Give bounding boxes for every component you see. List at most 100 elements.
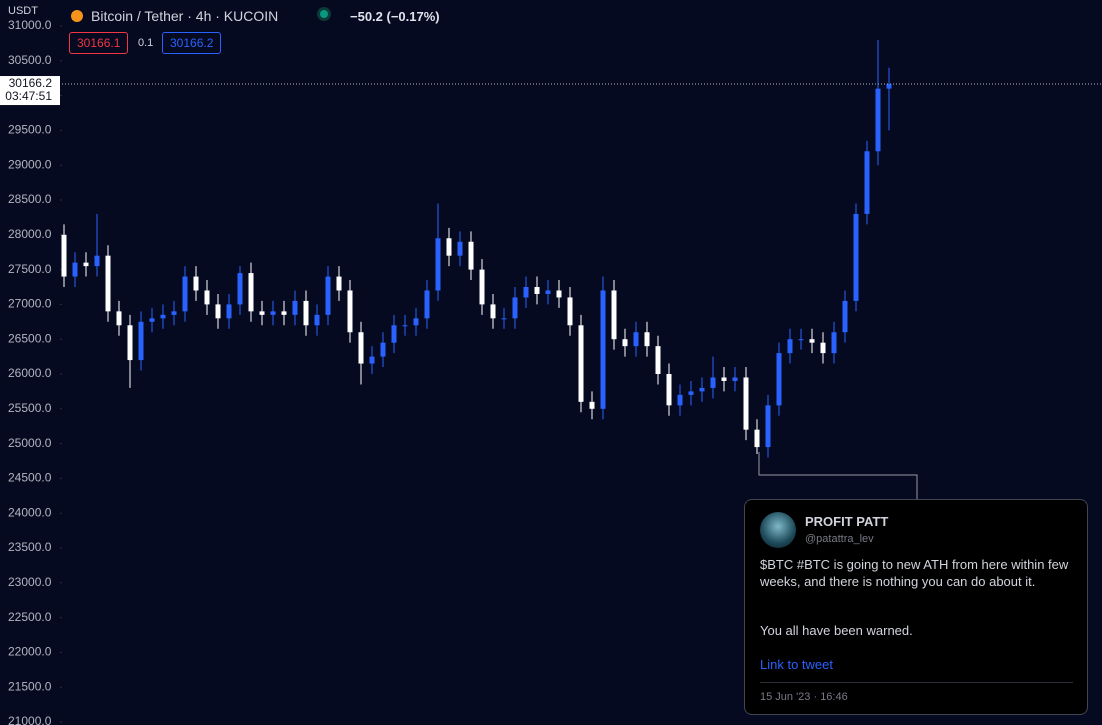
y-tick-label: 26000.0	[8, 366, 52, 380]
candle-body	[61, 234, 67, 277]
candle-body	[501, 318, 507, 320]
y-tick-label: 25000.0	[8, 436, 52, 450]
candle-body	[149, 318, 155, 322]
tweet-handle: @patattra_lev	[805, 533, 874, 545]
candle-body	[490, 304, 496, 319]
candle-body	[864, 151, 870, 214]
y-tick-label: 31000.0	[8, 18, 52, 32]
candle-body	[424, 290, 430, 319]
candle-body	[666, 374, 672, 406]
y-tick-label: 23000.0	[8, 575, 52, 589]
ask-price[interactable]: 30166.2	[162, 32, 222, 54]
y-tick-label: 24000.0	[8, 505, 52, 519]
candle-body	[237, 273, 243, 305]
candle-body	[479, 269, 485, 305]
y-tick-label: 26500.0	[8, 331, 52, 345]
y-tick-label: 27000.0	[8, 297, 52, 311]
candle-body	[457, 241, 463, 256]
candle-body	[765, 405, 771, 448]
candle-body	[732, 377, 738, 381]
candle-body	[138, 321, 144, 361]
candle-body	[688, 391, 694, 395]
candle-body	[831, 332, 837, 354]
candle-body	[589, 401, 595, 409]
candle-body	[182, 276, 188, 312]
currency-selector[interactable]: USDT	[8, 5, 38, 17]
candle-body	[721, 377, 727, 381]
candle-body	[633, 332, 639, 347]
candle-body	[171, 311, 177, 315]
spread: 0.1	[138, 37, 154, 49]
candle-body	[556, 290, 562, 298]
candle-body	[699, 387, 705, 392]
candle-body	[292, 300, 298, 315]
candle-body	[435, 238, 441, 291]
candle-body	[798, 339, 804, 341]
candle-body	[820, 342, 826, 354]
candle-body	[281, 311, 287, 315]
y-tick-label: 29000.0	[8, 157, 52, 171]
y-tick-label: 27500.0	[8, 262, 52, 276]
candle-body	[534, 287, 540, 294]
y-tick-label: 22500.0	[8, 610, 52, 624]
candle-body	[160, 314, 166, 319]
tweet-author: PROFIT PATT	[805, 514, 889, 529]
candle-body	[325, 276, 331, 315]
candle-body	[468, 241, 474, 270]
divider	[760, 682, 1073, 683]
price-change: −50.2 (−0.17%)	[350, 9, 440, 24]
candle-body	[567, 297, 573, 326]
candle-body	[578, 325, 584, 402]
candle-body	[347, 290, 353, 333]
tweet-link[interactable]: Link to tweet	[760, 657, 833, 672]
candle-body	[380, 342, 386, 357]
candle-body	[336, 276, 342, 291]
candle-body	[886, 84, 892, 89]
candle-body	[611, 290, 617, 340]
y-tick-label: 28500.0	[8, 192, 52, 206]
y-tick-label: 30500.0	[8, 53, 52, 67]
y-tick-label: 28000.0	[8, 227, 52, 241]
candle-body	[787, 339, 793, 354]
candle-body	[226, 304, 232, 319]
candle-body	[72, 262, 78, 277]
candle-body	[545, 290, 551, 294]
candle-body	[743, 377, 749, 430]
candle-body	[314, 314, 320, 326]
candle-body	[710, 377, 716, 388]
candle-body	[204, 290, 210, 305]
y-tick-label: 25500.0	[8, 401, 52, 415]
candle-body	[105, 255, 111, 312]
y-tick-label: 29500.0	[8, 123, 52, 137]
candle-body	[853, 213, 859, 301]
candle-body	[193, 276, 199, 291]
y-tick-label: 24500.0	[8, 471, 52, 485]
candle-body	[622, 339, 628, 347]
candle-body	[391, 325, 397, 343]
last-price-box	[0, 76, 60, 106]
y-tick-label: 22000.0	[8, 645, 52, 659]
countdown-label: 03:47:51	[5, 89, 52, 103]
candle-body	[83, 262, 89, 267]
candle-body	[875, 88, 881, 152]
candle-body	[369, 356, 375, 364]
market-status	[320, 10, 328, 18]
tweet-text: $BTC #BTC is going to new ATH from here …	[760, 557, 1069, 589]
candle-body	[116, 311, 122, 326]
tweet-text: You all have been warned.	[760, 623, 913, 638]
symbol-title[interactable]: Bitcoin / Tether · 4h · KUCOIN	[91, 8, 279, 24]
bid-price[interactable]: 30166.1	[69, 32, 129, 54]
candle-body	[259, 311, 265, 315]
candle-body	[446, 238, 452, 256]
candle-body	[677, 394, 683, 406]
tweet-card: PROFIT PATT @patattra_lev $BTC #BTC is g…	[744, 499, 1088, 715]
candle-body	[358, 332, 364, 364]
candle-body	[809, 339, 815, 343]
candle-body	[644, 332, 650, 347]
candle-body	[754, 429, 760, 448]
connector	[758, 452, 918, 499]
candle-body	[413, 318, 419, 326]
y-tick-label: 23500.0	[8, 540, 52, 554]
candle-body	[776, 353, 782, 406]
